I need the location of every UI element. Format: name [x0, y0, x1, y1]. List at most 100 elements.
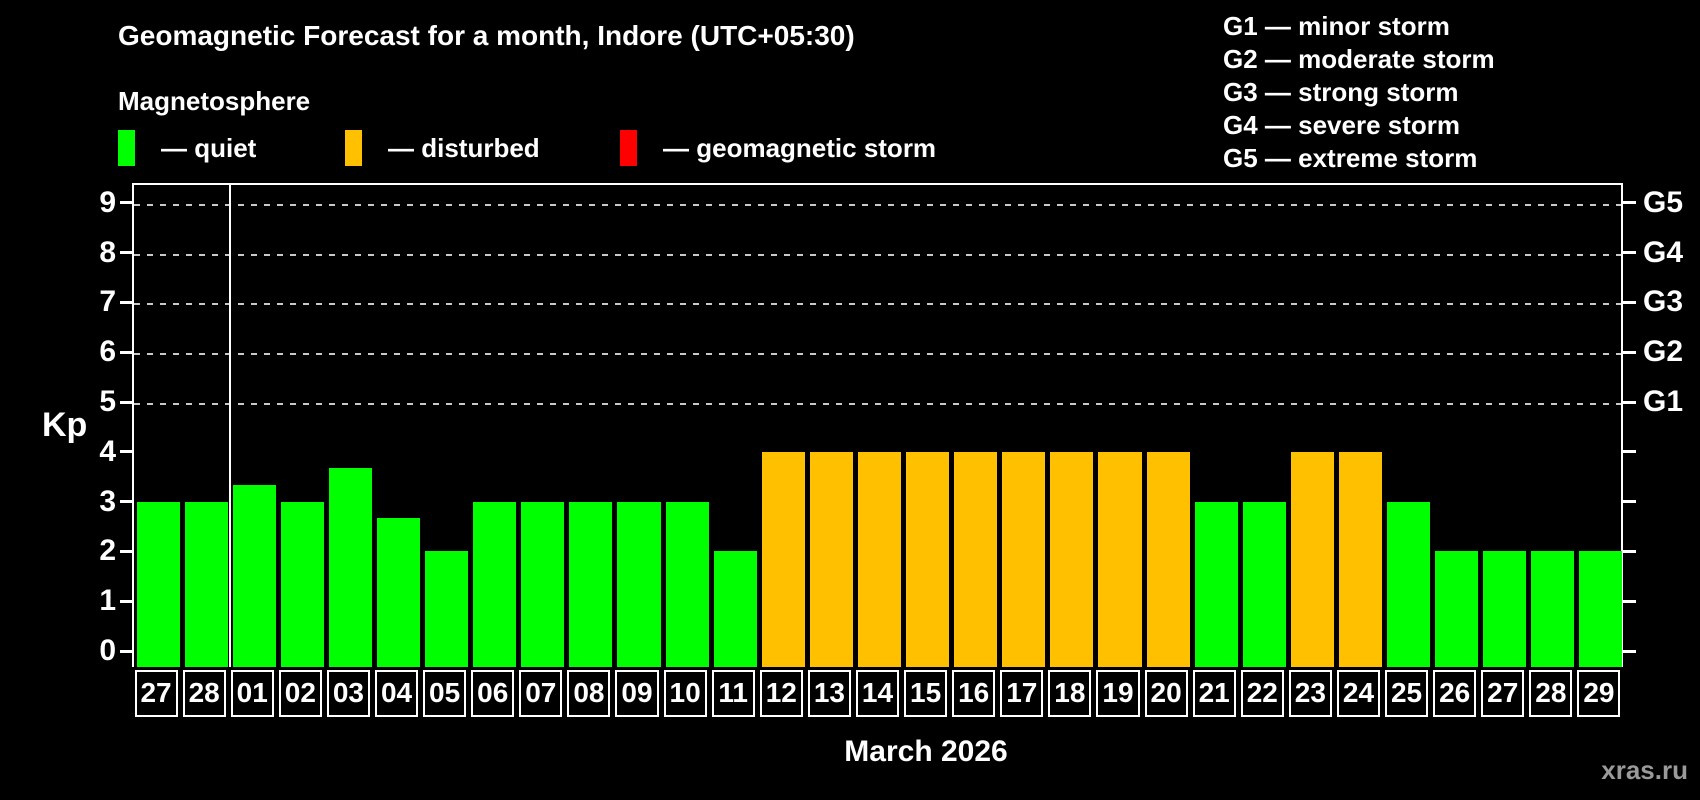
disturbed-color-swatch-icon — [345, 130, 362, 166]
bar-day-09 — [617, 501, 661, 667]
date-cell-04: 04 — [374, 670, 419, 717]
bar-day-18 — [1050, 451, 1094, 667]
date-cell-21: 21 — [1192, 670, 1236, 717]
bar-day-11 — [713, 551, 757, 667]
bar-day-03 — [328, 468, 372, 667]
bar-day-13 — [809, 451, 853, 667]
y-axis-tick-left-8 — [120, 251, 132, 255]
y-axis-tick-right-9 — [1623, 201, 1636, 205]
bar-day-27 — [1483, 551, 1527, 667]
date-cell-28: 28 — [1529, 670, 1573, 717]
g-scale-label-G2: G2 — [1643, 335, 1684, 369]
y-axis-label-8: 8 — [99, 235, 116, 269]
date-cell-17: 17 — [1000, 670, 1044, 717]
gridline-kp-6 — [134, 353, 1621, 356]
y-axis-tick-right-4 — [1623, 450, 1636, 454]
y-axis-tick-right-2 — [1623, 549, 1636, 553]
g-scale-label-G1: G1 — [1643, 385, 1684, 418]
bar-day-23 — [1290, 451, 1334, 667]
bar-day-10 — [665, 501, 709, 667]
month-boundary-line — [229, 185, 232, 667]
bar-day-01 — [232, 485, 276, 667]
g-scale-label-G5: G5 — [1643, 185, 1684, 219]
y-axis-tick-left-3 — [120, 500, 132, 504]
storm-scale-line: G5 — extreme storm — [1223, 143, 1478, 173]
y-axis-label-2: 2 — [99, 534, 116, 568]
y-axis-tick-right-1 — [1623, 599, 1636, 603]
date-cell-prev-27: 27 — [134, 670, 178, 717]
storm-scale-line: G2 — moderate storm — [1223, 44, 1495, 74]
bar-day-06 — [473, 501, 517, 667]
bar-day-16 — [954, 451, 998, 667]
date-cell-27: 27 — [1481, 670, 1525, 717]
date-cell-29: 29 — [1577, 670, 1621, 717]
date-cell-19: 19 — [1096, 670, 1140, 717]
y-axis-label-3: 3 — [99, 484, 116, 518]
bar-day-28 — [1531, 551, 1575, 667]
bar-day-29 — [1579, 551, 1623, 667]
x-axis-date-row: 27 28 01 02 03 04 05 06 07 08 09 10 11 12 13 14 15 16 17 18… — [132, 670, 1623, 718]
date-cell-06: 06 — [471, 670, 515, 717]
y-axis-title: Kp — [42, 406, 88, 444]
storm-scale-line: G4 — severe storm — [1223, 110, 1461, 140]
y-axis-label-9: 9 — [99, 185, 116, 219]
bar-day-14 — [857, 451, 902, 667]
storm-scale-legend: G1 — minor storm G2 — moderate storm G3 — … — [1223, 10, 1495, 175]
plot-area — [132, 183, 1623, 667]
y-axis-tick-right-3 — [1623, 500, 1636, 504]
bar-day-21 — [1194, 501, 1238, 667]
y-axis-tick-left-9 — [120, 201, 132, 205]
legend-item-quiet: — quiet — [118, 130, 256, 166]
storm-scale-line: G3 — strong storm — [1223, 77, 1459, 107]
y-axis-label-0: 0 — [99, 634, 116, 667]
date-cell-08: 08 — [567, 670, 611, 717]
date-cell-13: 13 — [807, 670, 851, 717]
bar-day-27 — [136, 501, 180, 667]
page-title: Geomagnetic Forecast for a month, Indore… — [118, 20, 855, 51]
legend-item-storm: — geomagnetic storm — [620, 130, 936, 166]
date-cell-02: 02 — [278, 670, 322, 717]
y-axis-tick-right-0 — [1623, 649, 1636, 653]
bar-day-20 — [1146, 451, 1190, 667]
date-cell-24: 24 — [1336, 670, 1380, 717]
storm-color-swatch-icon — [620, 130, 637, 166]
bar-day-12 — [761, 451, 805, 667]
bar-day-07 — [521, 501, 565, 667]
bar-day-15 — [906, 451, 950, 667]
bar-day-02 — [280, 501, 324, 667]
date-cell-15: 15 — [904, 670, 948, 717]
date-cell-07: 07 — [519, 670, 563, 717]
date-cell-05: 05 — [423, 670, 467, 717]
gridline-kp-9 — [134, 203, 1621, 206]
bar-day-22 — [1242, 501, 1286, 667]
y-axis-tick-left-0 — [120, 649, 132, 653]
gridline-kp-5 — [134, 403, 1621, 405]
g-scale-label-G4: G4 — [1643, 235, 1684, 269]
date-cell-prev-28: 28 — [182, 670, 226, 717]
bar-day-04 — [376, 518, 421, 667]
y-axis-tick-left-2 — [120, 549, 132, 553]
date-cell-23: 23 — [1288, 670, 1332, 717]
y-axis-tick-right-7 — [1623, 300, 1636, 304]
date-cell-03: 03 — [326, 670, 370, 717]
date-cell-10: 10 — [663, 670, 707, 717]
storm-scale-line: G1 — minor storm — [1223, 11, 1450, 41]
quiet-color-swatch-icon — [118, 130, 135, 166]
y-axis-label-7: 7 — [99, 285, 116, 319]
watermark: xras.ru — [1601, 755, 1688, 785]
y-axis-label-6: 6 — [99, 335, 116, 369]
y-axis-tick-right-8 — [1623, 251, 1636, 255]
date-cell-11: 11 — [711, 670, 755, 717]
date-cell-16: 16 — [952, 670, 996, 717]
date-cell-14: 14 — [855, 670, 900, 717]
date-cell-12: 12 — [759, 670, 803, 717]
legend-item-disturbed: — disturbed — [345, 130, 540, 166]
gridline-kp-8 — [134, 253, 1621, 256]
y-axis-tick-left-7 — [120, 300, 132, 304]
date-cell-09: 09 — [615, 670, 659, 717]
y-axis-tick-left-5 — [120, 400, 132, 404]
y-axis-tick-right-6 — [1623, 350, 1636, 354]
magnetosphere-subtitle: Magnetosphere — [118, 86, 311, 116]
y-axis-tick-left-6 — [120, 350, 132, 354]
